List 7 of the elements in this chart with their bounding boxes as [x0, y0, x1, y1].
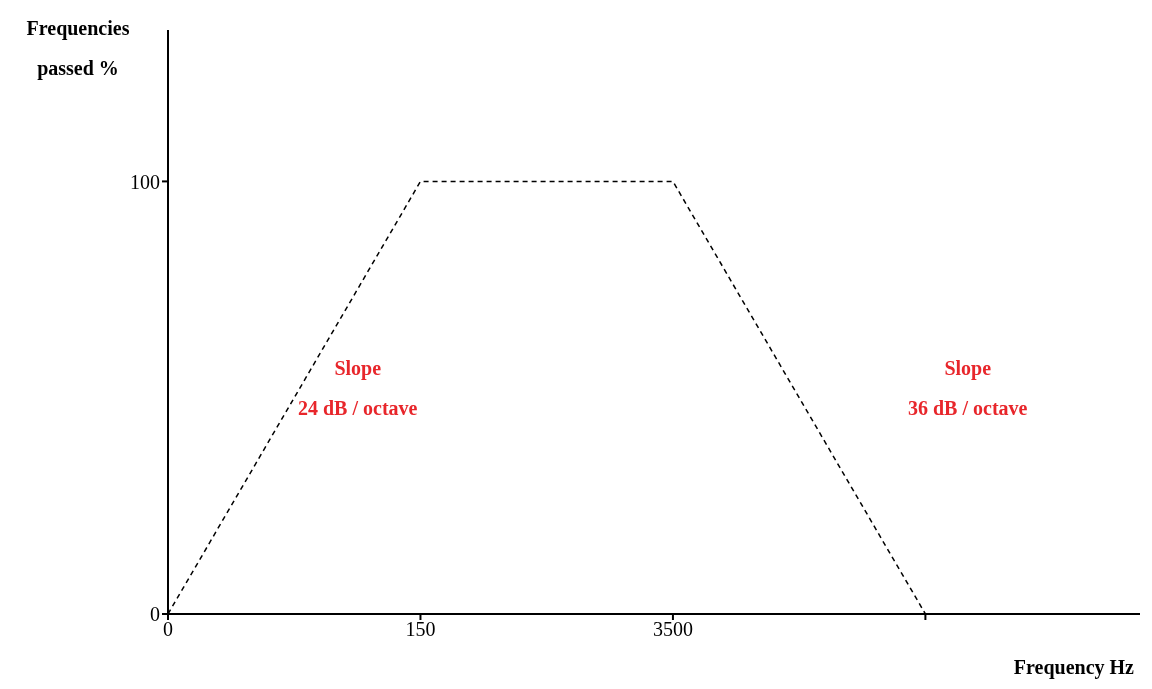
annotation: Slope 24 dB / octave [298, 356, 418, 421]
y-tick-label: 100 [130, 170, 160, 193]
y-axis-title: Frequencies passed % [25, 16, 131, 82]
annotation: Slope 36 dB / octave [908, 356, 1028, 421]
x-tick-label: 3500 [652, 618, 693, 641]
x-axis-title: Frequency Hz [1013, 656, 1134, 679]
x-tick-label: 150 [405, 618, 436, 641]
